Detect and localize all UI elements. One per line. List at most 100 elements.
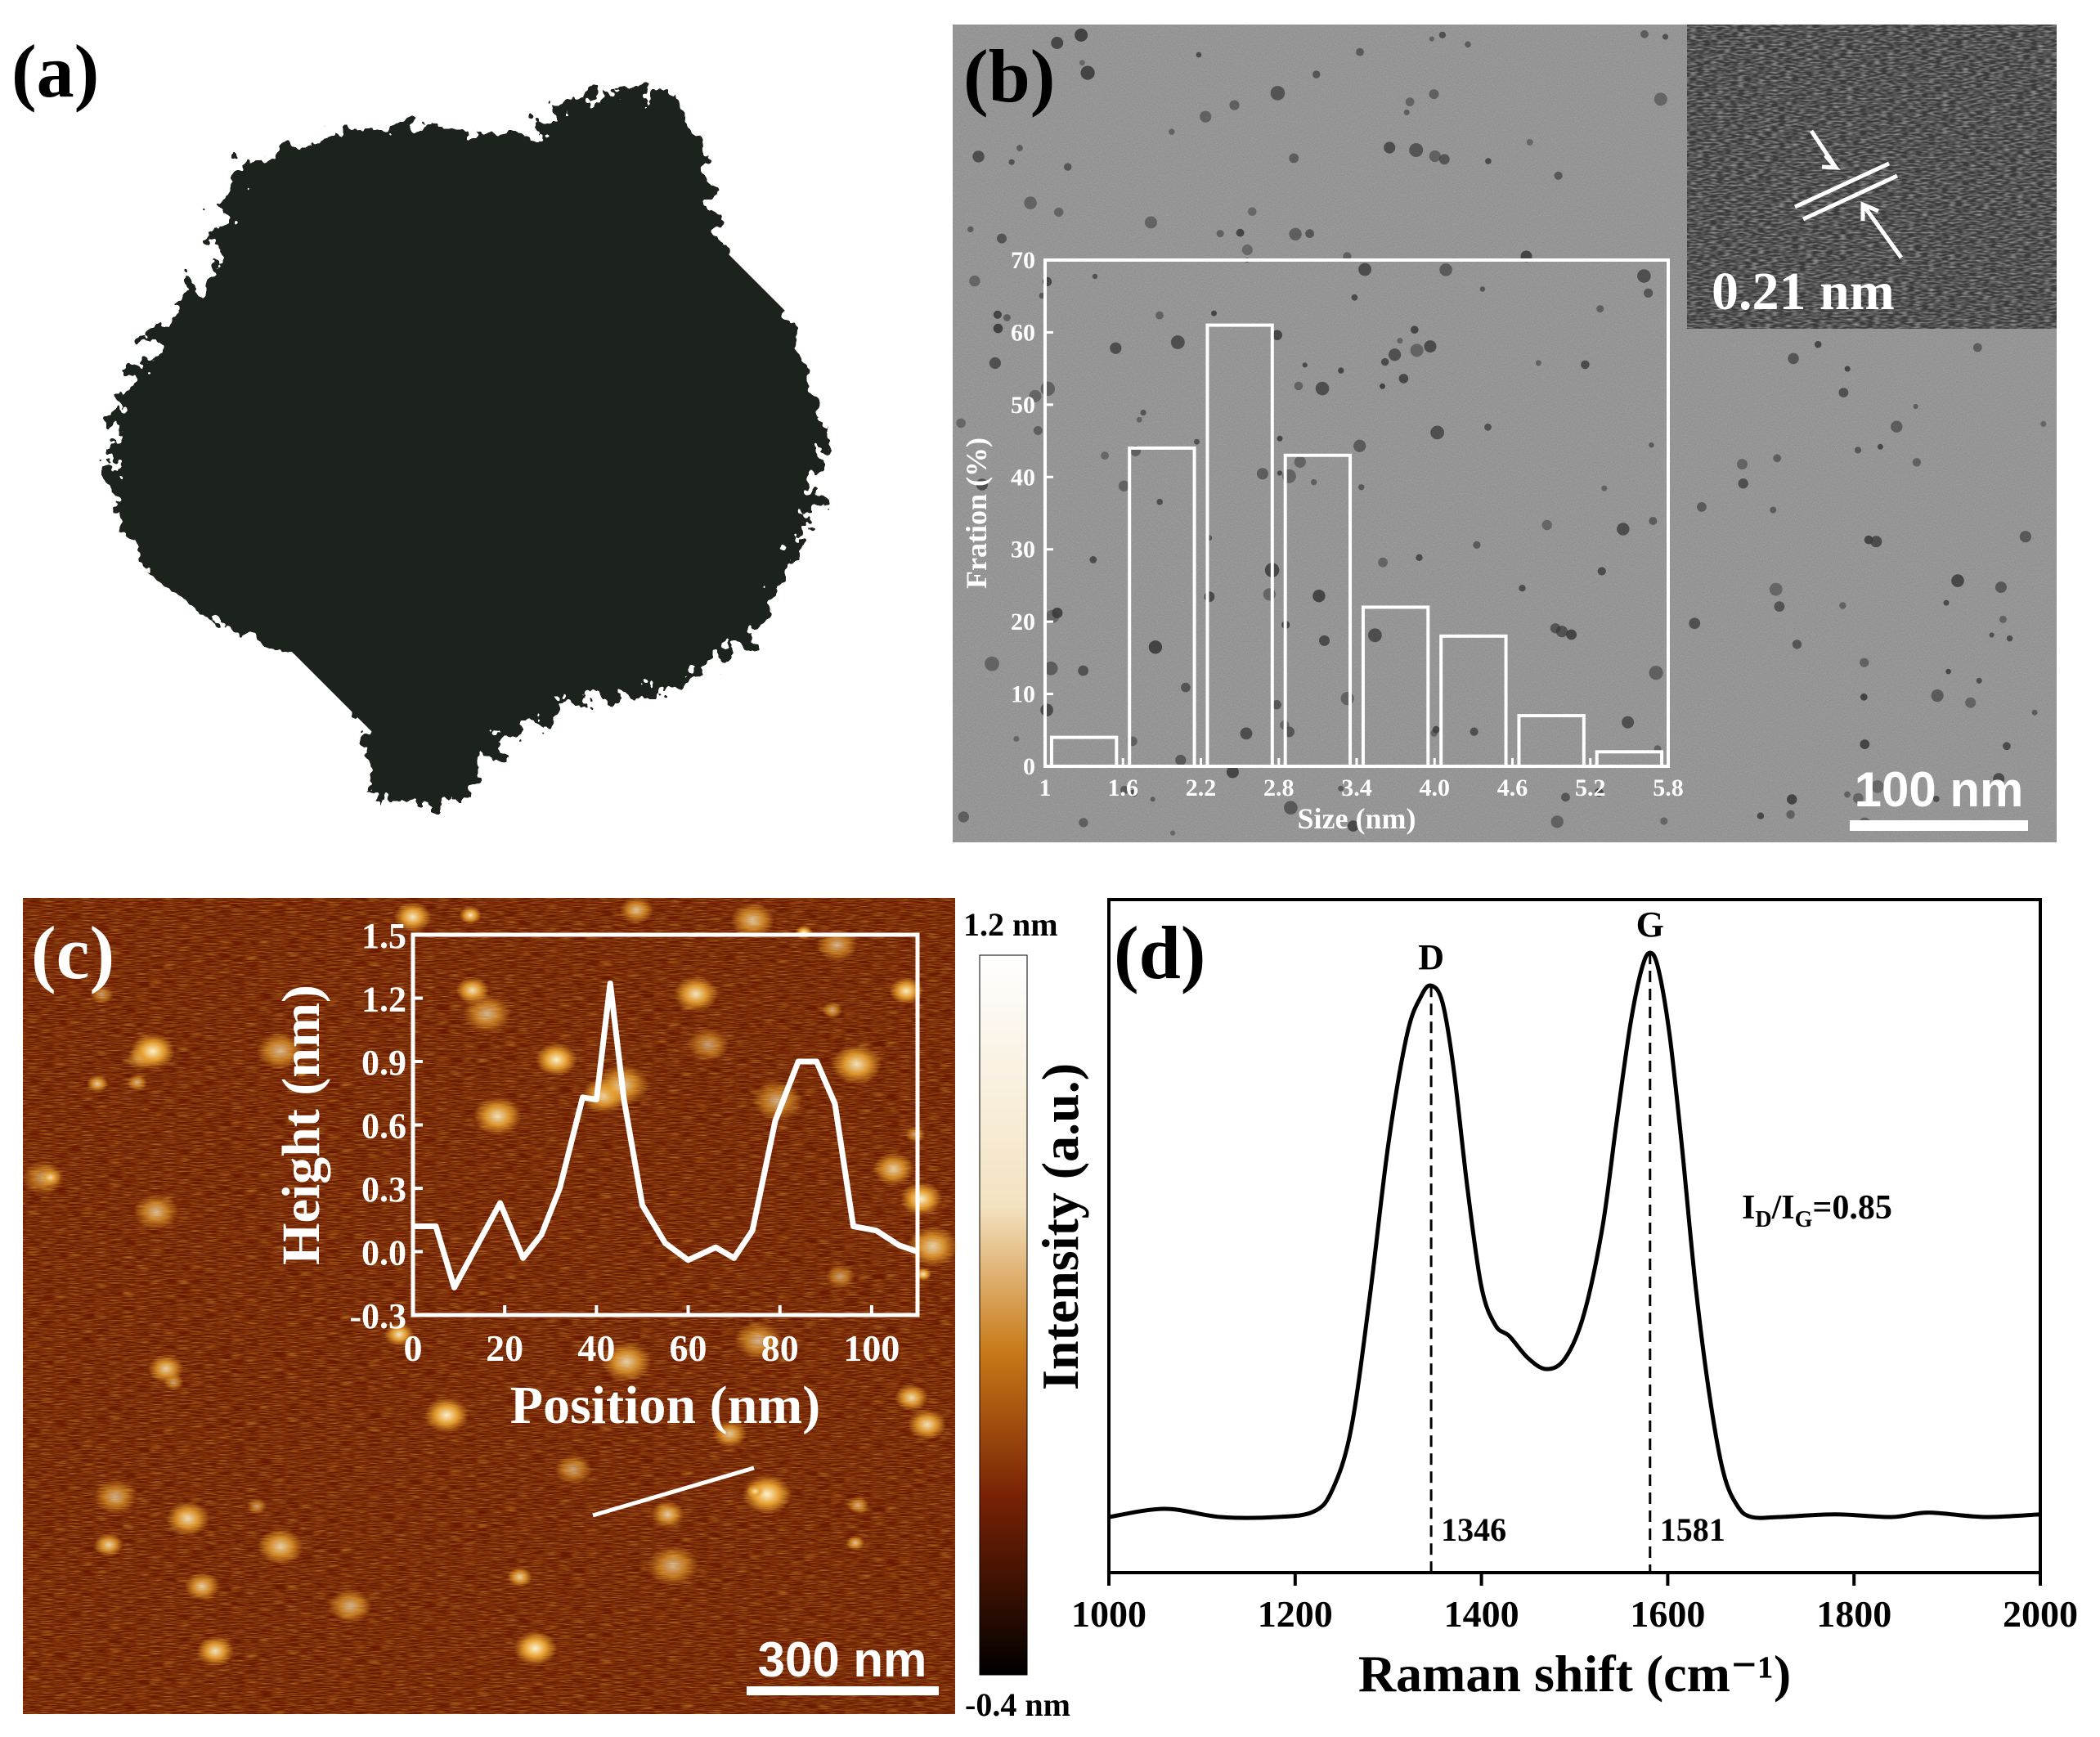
afm-particle [601, 1341, 652, 1382]
nanodot [1092, 273, 1098, 280]
nanodot [1033, 426, 1043, 435]
nanodot [1075, 28, 1088, 42]
nanodot [1654, 92, 1667, 106]
nanodot [1860, 739, 1870, 749]
afm-particle [86, 1075, 109, 1093]
nanodot [2006, 635, 2013, 642]
nanodot [1596, 305, 1604, 313]
nanodot [1485, 158, 1492, 164]
afm-particle [459, 906, 482, 925]
nanodot [1240, 727, 1253, 740]
nanodot [1351, 294, 1358, 301]
afm-particle [246, 1498, 267, 1515]
nanodot [1430, 425, 1444, 440]
nanodot [1757, 812, 1765, 819]
nanodot [1343, 252, 1352, 261]
nanodot [1877, 443, 1883, 450]
nanodot [1080, 65, 1095, 80]
y-tick-label: 60 [1011, 319, 1035, 346]
nanodot [1353, 439, 1366, 452]
nanodot [1954, 797, 1960, 803]
nanodot [1424, 340, 1437, 353]
nanodot [1430, 729, 1438, 737]
nanodot [1581, 360, 1590, 370]
afm-particle [292, 1064, 310, 1078]
nanodot [1773, 454, 1782, 463]
x-axis-title: Size (nm) [1298, 802, 1416, 835]
nanodot [1853, 792, 1864, 804]
nanodot [967, 226, 974, 233]
y-tick-label: 0.3 [361, 1169, 406, 1210]
afm-particle [894, 1384, 929, 1412]
afm-particle [424, 1397, 469, 1434]
nanodot [1156, 498, 1163, 505]
afm-particle [256, 1032, 304, 1070]
x-tick-label: 1.6 [1108, 774, 1139, 801]
afm-particle [514, 1631, 557, 1666]
nanodot [1989, 632, 1995, 638]
scale-bar-c [747, 1686, 939, 1695]
nanodot [1993, 773, 2005, 785]
afm-particle [619, 896, 653, 924]
nanodot [1398, 374, 1409, 384]
nanodot [1118, 480, 1130, 491]
nanodot [1003, 314, 1011, 321]
scale-bar-b [1850, 820, 2028, 831]
nanodot [2019, 531, 2031, 543]
nanodot [1597, 567, 1606, 576]
scale-bar-c-label: 300 nm [758, 1632, 927, 1687]
colorbar [979, 954, 1028, 1676]
nanodot [1814, 340, 1822, 348]
x-tick-label: 80 [761, 1327, 799, 1369]
hrtem-lattice [1687, 25, 2057, 329]
nanodot [1170, 335, 1185, 349]
nanodot [1381, 357, 1389, 366]
nanodot [1016, 145, 1023, 151]
nanodot [1204, 591, 1215, 603]
nanodot [1403, 109, 1410, 115]
nanodot [1921, 801, 1927, 807]
x-axis-title: Position (nm) [510, 1376, 821, 1435]
nanodot [1838, 388, 1849, 397]
x-tick-label: 0 [404, 1327, 423, 1369]
nanodot [985, 656, 999, 671]
nanodot [956, 418, 966, 429]
nanodot [1649, 517, 1658, 525]
nanodot [1029, 389, 1042, 402]
y-tick-label: -0.3 [349, 1296, 406, 1336]
nanodot [1662, 34, 1669, 40]
nanodot [1787, 794, 1797, 805]
lattice-spacing-label: 0.21 nm [1712, 262, 1895, 321]
afm-particle [900, 1182, 943, 1216]
powder-shape [106, 90, 826, 801]
nanodot [1384, 141, 1396, 154]
nanodot [969, 275, 980, 287]
afm-particle [832, 1044, 882, 1084]
afm-particle [554, 1454, 592, 1485]
nanodot [1660, 817, 1668, 825]
afm-particle [258, 1528, 303, 1565]
afm-particle [94, 1533, 123, 1557]
nanodot [1932, 796, 1940, 802]
y-axis-title: Fration (%) [960, 438, 993, 589]
y-axis-title: Intensity (a.u.) [1031, 1063, 1089, 1390]
nanodot [1860, 693, 1868, 701]
panel-c-label: (c) [31, 911, 114, 994]
panel-a-label: (a) [11, 29, 99, 113]
peak-label: D [1418, 937, 1444, 977]
nanodot [1347, 820, 1359, 832]
nanodot [1649, 666, 1663, 680]
nanodot [1294, 381, 1304, 391]
afm-particle [535, 1043, 577, 1077]
nanodot [993, 323, 1003, 334]
nanodot [1380, 383, 1385, 389]
x-tick-label: 1 [1039, 774, 1052, 801]
nanodot [1302, 362, 1308, 368]
afm-particle [647, 1545, 699, 1587]
afm-particle [825, 1264, 855, 1289]
tem-nanodots [956, 28, 2047, 836]
nanodot [1405, 97, 1415, 106]
nanodot [1289, 227, 1302, 240]
nanodot [1226, 765, 1239, 779]
nanodot [1312, 70, 1321, 79]
